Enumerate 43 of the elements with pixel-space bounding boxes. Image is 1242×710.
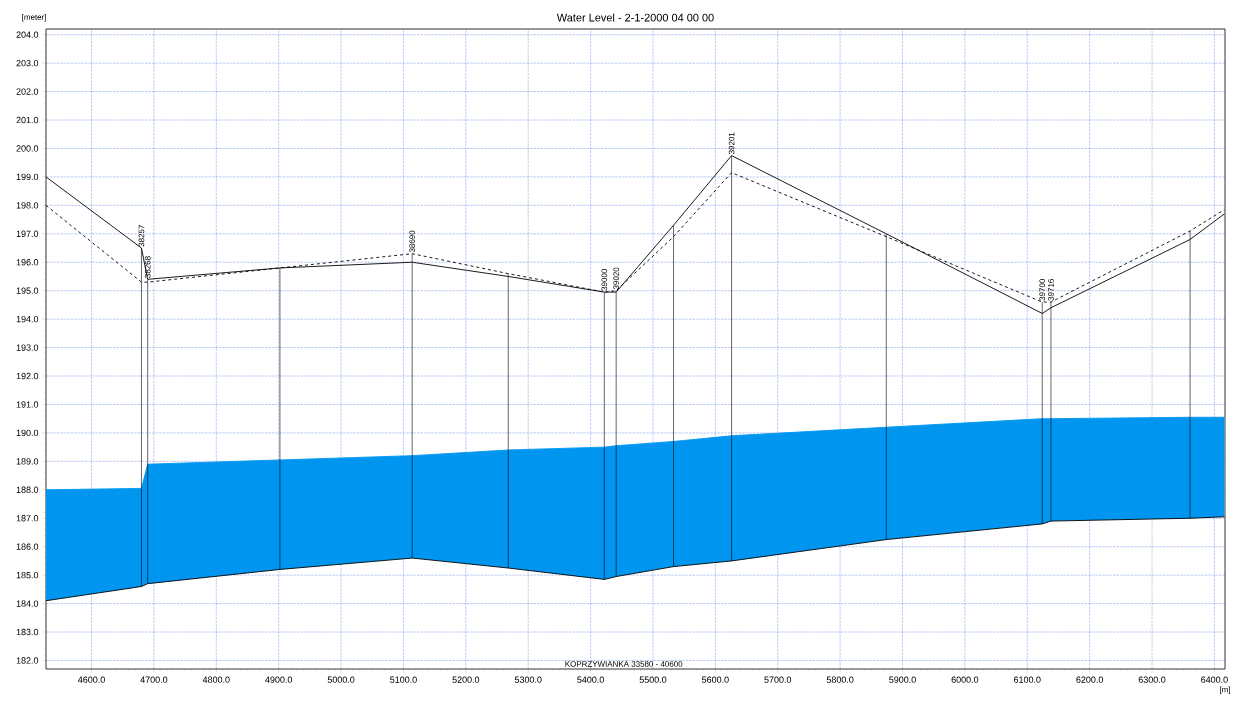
x-tick-label: 4900.0 (265, 676, 293, 683)
y-tick-label: 201.0 (16, 116, 39, 124)
x-tick-label: 5200.0 (452, 676, 480, 683)
y-tick-label: 182.0 (16, 657, 39, 664)
y-tick-label: 204.0 (16, 31, 39, 38)
y-tick-label: 186.0 (16, 543, 39, 550)
y-tick-label: 193.0 (16, 344, 39, 351)
y-tick-label: 192.0 (16, 372, 39, 380)
x-tick-label: 4700.0 (140, 676, 168, 683)
y-tick-label: 198.0 (16, 202, 39, 209)
y-tick-label: 187.0 (16, 515, 39, 522)
y-tick-label: 197.0 (16, 230, 39, 237)
x-tick-label: 6100.0 (1014, 676, 1041, 683)
y-tick-label: 202.0 (16, 88, 39, 95)
y-tick-label: 185.0 (16, 571, 39, 579)
y-tick-label: 203.0 (16, 59, 39, 67)
y-tick-label: 190.0 (16, 429, 39, 437)
y-tick-label: 191.0 (16, 401, 39, 408)
y-tick-label: 200.0 (16, 145, 39, 152)
x-tick-label: 5600.0 (702, 676, 729, 683)
x-tick-label: 6000.0 (951, 676, 979, 683)
y-tick-label: 199.0 (16, 173, 39, 181)
x-tick-label: 5800.0 (826, 676, 854, 683)
chart-title: Water Level - 2-1-2000 04 00 00 (556, 13, 714, 22)
y-tick-label: 184.0 (16, 600, 39, 607)
x-tick-label: 5100.0 (390, 676, 417, 683)
y-tick-label: 195.0 (16, 287, 39, 294)
y-tick-label: 194.0 (16, 315, 39, 323)
y-tick-label: 189.0 (16, 458, 39, 465)
x-tick-label: 6200.0 (1076, 676, 1103, 683)
x-tick-label: 4800.0 (202, 676, 230, 683)
x-tick-label: 5400.0 (577, 676, 604, 683)
x-tick-label: 5700.0 (764, 676, 792, 683)
y-tick-label: 196.0 (16, 259, 39, 266)
x-tick-label: 6300.0 (1138, 676, 1166, 683)
y-tick-label: 188.0 (16, 486, 39, 493)
y-tick-label: 183.0 (16, 628, 39, 636)
x-tick-label: 5900.0 (889, 676, 916, 683)
x-tick-label: 4600.0 (78, 676, 105, 683)
x-tick-label: 5500.0 (639, 676, 667, 683)
x-tick-label: 5300.0 (514, 676, 542, 683)
x-tick-label: 5000.0 (327, 676, 355, 683)
x-tick-label: 6400.0 (1201, 676, 1228, 683)
